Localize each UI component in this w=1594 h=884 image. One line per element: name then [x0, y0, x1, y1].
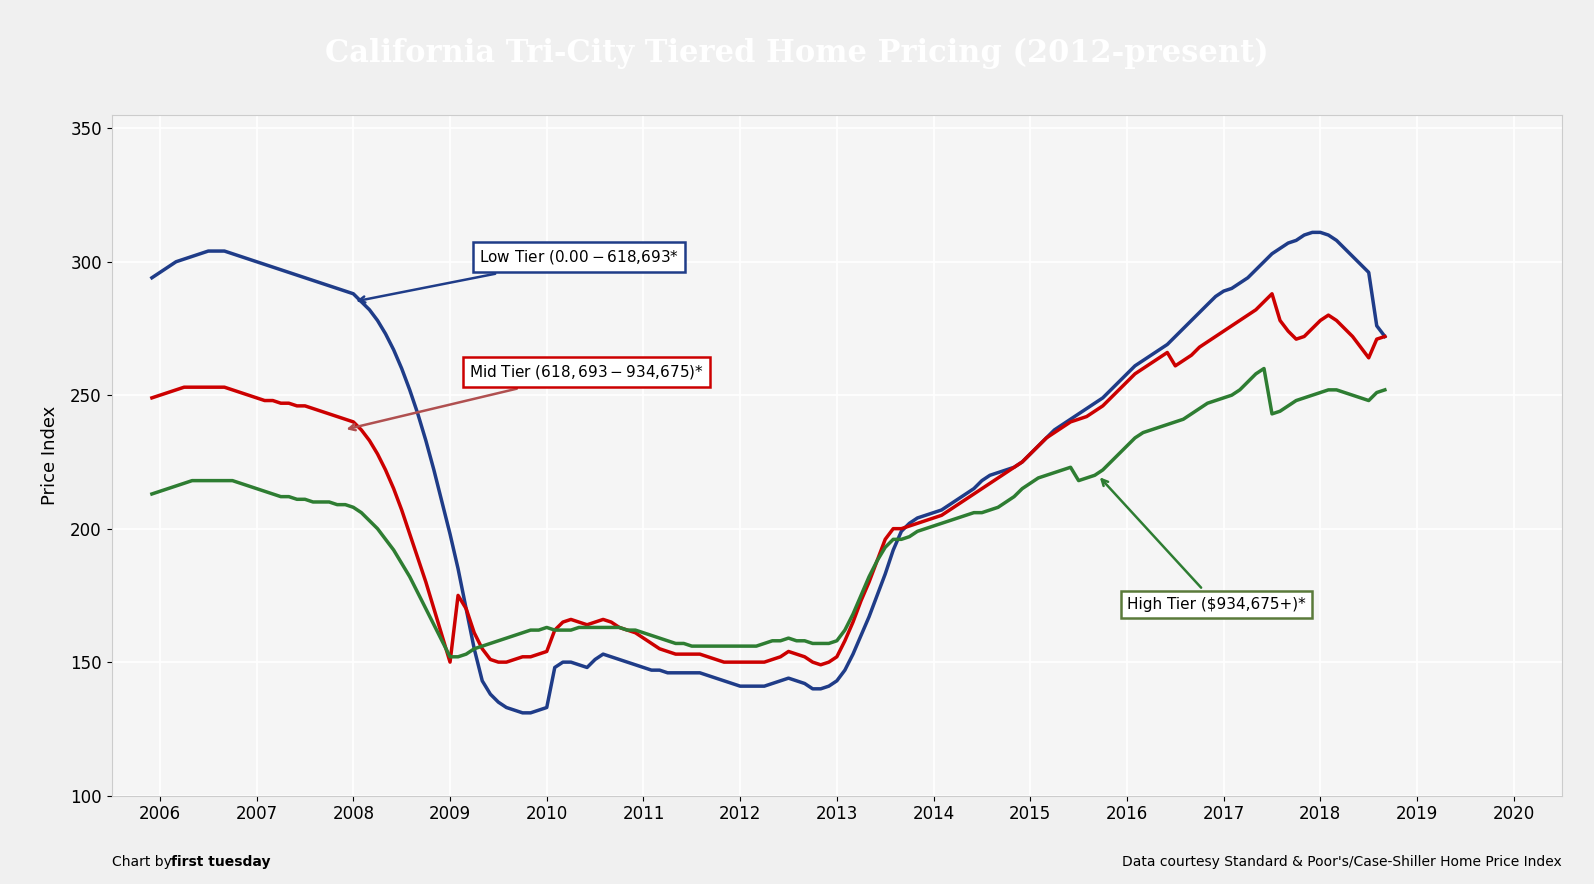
Text: High Tier ($934,675+)*: High Tier ($934,675+)*	[1101, 479, 1305, 612]
Y-axis label: Price Index: Price Index	[41, 406, 59, 505]
Text: first tuesday: first tuesday	[171, 856, 269, 869]
Text: Data courtesy Standard & Poor's/Case-Shiller Home Price Index: Data courtesy Standard & Poor's/Case-Shi…	[1122, 856, 1562, 869]
Text: California Tri-City Tiered Home Pricing (2012-present): California Tri-City Tiered Home Pricing …	[325, 37, 1269, 69]
Text: Mid Tier ($618,693 - $934,675)*: Mid Tier ($618,693 - $934,675)*	[349, 363, 705, 431]
Text: Low Tier ($0.00 - $618,693*: Low Tier ($0.00 - $618,693*	[359, 248, 679, 302]
Text: Chart by: Chart by	[112, 856, 175, 869]
